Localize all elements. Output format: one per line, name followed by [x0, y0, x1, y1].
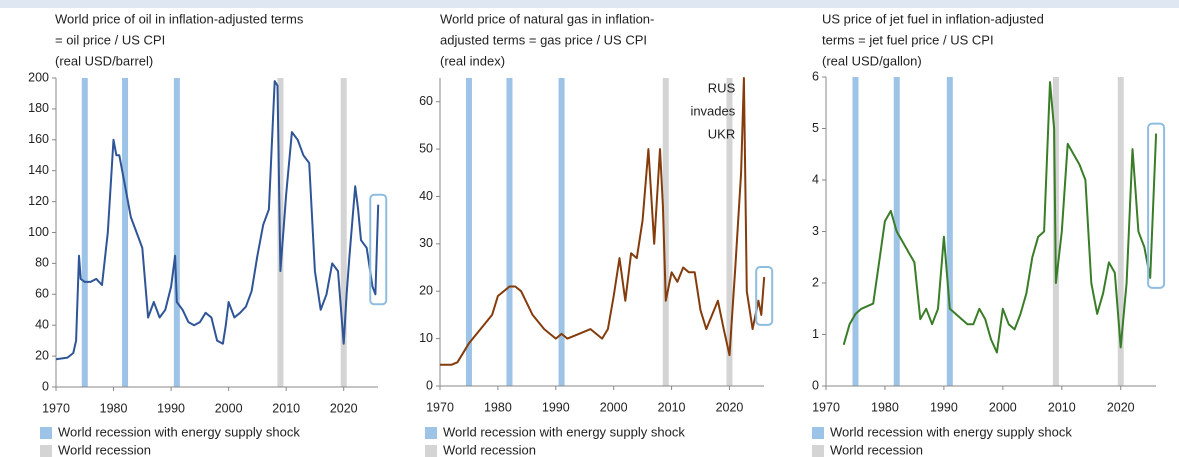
x-tick-label: 1980 [100, 401, 128, 415]
y-tick-label: 0 [426, 378, 433, 392]
chart-title: US price of jet fuel in inflation-adjust… [822, 11, 1044, 26]
legend-label: World recession with energy supply shock [58, 424, 300, 439]
recession-band [122, 78, 129, 387]
y-tick-label: 2 [812, 275, 819, 289]
y-tick-label: 20 [35, 348, 49, 362]
y-tick-label: 120 [28, 194, 49, 208]
legend-swatch [40, 445, 52, 457]
y-tick-label: 5 [812, 121, 819, 135]
chart-title: World price of oil in inflation-adjusted… [55, 11, 304, 26]
y-tick-label: 40 [35, 317, 49, 331]
y-tick-label: 20 [419, 284, 433, 298]
legend-swatch [425, 445, 437, 457]
x-tick-label: 1980 [871, 400, 899, 414]
chart-title: (real index) [440, 53, 505, 68]
x-tick-label: 1990 [157, 401, 185, 415]
x-tick-label: 2010 [1048, 400, 1076, 414]
highlight-box [755, 266, 774, 326]
legend-swatch [812, 445, 824, 457]
y-tick-label: 1 [812, 327, 819, 341]
highlight-box [369, 193, 388, 306]
chart-title: World price of natural gas in inflation- [440, 11, 654, 26]
chart-title: (real USD/barrel) [55, 53, 153, 68]
recession-band [662, 78, 669, 386]
y-tick-label: 4 [812, 172, 819, 186]
recession-band [946, 77, 953, 386]
chart-title: adjusted terms = gas price / US CPI [440, 32, 647, 47]
x-tick-label: 2020 [330, 401, 358, 415]
chart-title: terms = jet fuel price / US CPI [822, 32, 994, 47]
chart-title: = oil price / US CPI [55, 32, 165, 47]
legend-label: World recession with energy supply shock [830, 424, 1072, 439]
x-tick-label: 1990 [542, 400, 570, 414]
chart-title: (real USD/gallon) [822, 53, 922, 68]
x-tick-label: 2000 [989, 400, 1017, 414]
x-tick-label: 1970 [426, 400, 454, 414]
x-tick-label: 1970 [812, 400, 840, 414]
annotation: RUS [708, 80, 736, 95]
y-tick-label: 100 [28, 225, 49, 239]
y-tick-label: 180 [28, 101, 49, 115]
recession-band [506, 78, 513, 386]
y-tick-label: 10 [419, 331, 433, 345]
x-tick-label: 2020 [716, 400, 744, 414]
y-tick-label: 6 [812, 69, 819, 83]
legend-label: World recession [443, 442, 536, 457]
legend-label: World recession with energy supply shock [443, 424, 685, 439]
y-tick-label: 60 [35, 287, 49, 301]
price-line [55, 80, 380, 361]
y-tick-label: 30 [419, 236, 433, 250]
recession-band [465, 78, 472, 386]
price-line [842, 81, 1158, 354]
y-tick-label: 160 [28, 132, 49, 146]
y-tick-label: 140 [28, 163, 49, 177]
y-tick-label: 200 [28, 70, 49, 84]
recession-band [852, 77, 859, 386]
y-tick-label: 80 [35, 256, 49, 270]
legend-label: World recession [830, 442, 923, 457]
x-tick-label: 2000 [215, 401, 243, 415]
recession-band [173, 78, 180, 387]
recession-band [1117, 77, 1124, 386]
header-strip [0, 0, 1179, 8]
x-tick-label: 1990 [930, 400, 958, 414]
legend-swatch [40, 427, 52, 439]
y-tick-label: 60 [419, 94, 433, 108]
annotation: invades [690, 103, 735, 118]
recession-band [558, 78, 565, 386]
x-tick-label: 2010 [272, 401, 300, 415]
price-line [440, 77, 766, 366]
y-tick-label: 0 [812, 378, 819, 392]
legend-swatch [425, 427, 437, 439]
x-tick-label: 2020 [1107, 400, 1135, 414]
recession-band [726, 78, 733, 386]
x-tick-label: 2010 [658, 400, 686, 414]
x-tick-label: 1970 [42, 401, 70, 415]
recession-band [81, 78, 88, 387]
y-tick-label: 0 [42, 379, 49, 393]
highlight-box [1147, 122, 1166, 289]
legend-label: World recession [58, 442, 151, 457]
annotation: UKR [708, 126, 735, 141]
y-tick-label: 40 [419, 189, 433, 203]
y-tick-label: 3 [812, 224, 819, 238]
y-tick-label: 50 [419, 141, 433, 155]
x-tick-label: 1980 [484, 400, 512, 414]
x-tick-label: 2000 [600, 400, 628, 414]
recession-band [340, 78, 347, 387]
legend-swatch [812, 427, 824, 439]
